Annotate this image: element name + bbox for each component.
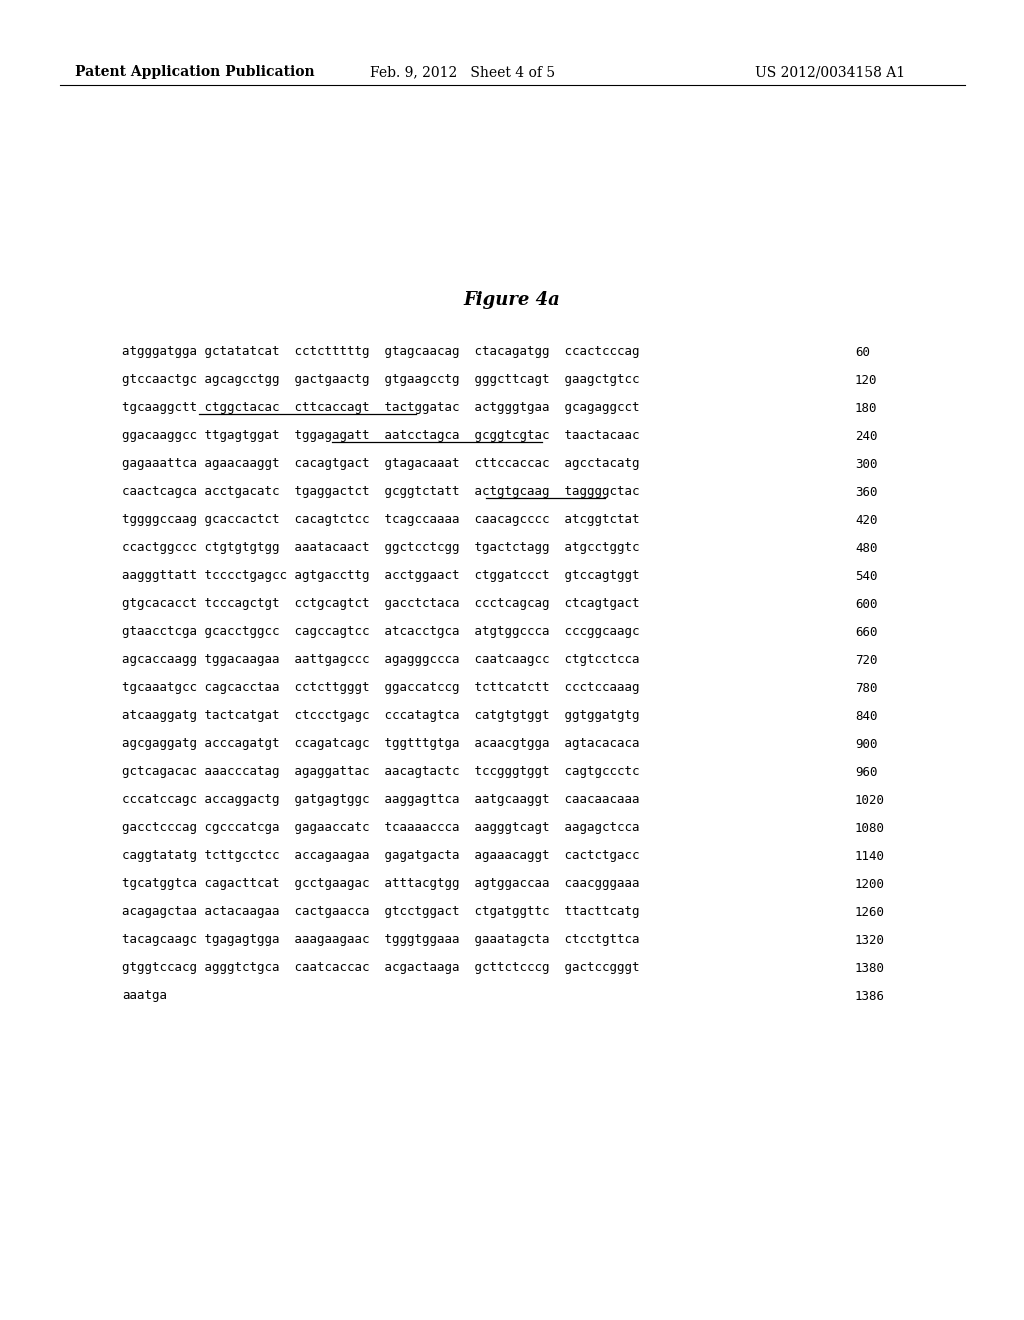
Text: gtgcacacct tcccagctgt  cctgcagtct  gacctctaca  ccctcagcag  ctcagtgact: gtgcacacct tcccagctgt cctgcagtct gacctct…: [122, 598, 640, 610]
Text: 120: 120: [855, 374, 878, 387]
Text: 900: 900: [855, 738, 878, 751]
Text: ggacaaggcc ttgagtggat  tggagagatt  aatcctagca  gcggtcgtac  taactacaac: ggacaaggcc ttgagtggat tggagagatt aatccta…: [122, 429, 640, 442]
Text: 1260: 1260: [855, 906, 885, 919]
Text: 480: 480: [855, 541, 878, 554]
Text: gctcagacac aaacccatag  agaggattac  aacagtactc  tccgggtggt  cagtgccctc: gctcagacac aaacccatag agaggattac aacagta…: [122, 766, 640, 779]
Text: atgggatgga gctatatcat  cctctttttg  gtagcaacag  ctacagatgg  ccactcccag: atgggatgga gctatatcat cctctttttg gtagcaa…: [122, 346, 640, 359]
Text: cccatccagc accaggactg  gatgagtggc  aaggagttca  aatgcaaggt  caacaacaaa: cccatccagc accaggactg gatgagtggc aaggagt…: [122, 793, 640, 807]
Text: tgcatggtca cagacttcat  gcctgaagac  atttacgtgg  agtggaccaa  caacgggaaa: tgcatggtca cagacttcat gcctgaagac atttacg…: [122, 878, 640, 891]
Text: 840: 840: [855, 710, 878, 722]
Text: aagggttatt tcccctgagcc agtgaccttg  acctggaact  ctggatccct  gtccagtggt: aagggttatt tcccctgagcc agtgaccttg acctgg…: [122, 569, 640, 582]
Text: agcaccaagg tggacaagaa  aattgagccc  agagggccca  caatcaagcc  ctgtcctcca: agcaccaagg tggacaagaa aattgagccc agagggc…: [122, 653, 640, 667]
Text: ccactggccc ctgtgtgtgg  aaatacaact  ggctcctcgg  tgactctagg  atgcctggtc: ccactggccc ctgtgtgtgg aaatacaact ggctcct…: [122, 541, 640, 554]
Text: tggggccaag gcaccactct  cacagtctcc  tcagccaaaa  caacagcccc  atcggtctat: tggggccaag gcaccactct cacagtctcc tcagcca…: [122, 513, 640, 527]
Text: gacctcccag cgcccatcga  gagaaccatc  tcaaaaccca  aagggtcagt  aagagctcca: gacctcccag cgcccatcga gagaaccatc tcaaaac…: [122, 821, 640, 834]
Text: 720: 720: [855, 653, 878, 667]
Text: gtccaactgc agcagcctgg  gactgaactg  gtgaagcctg  gggcttcagt  gaagctgtcc: gtccaactgc agcagcctgg gactgaactg gtgaagc…: [122, 374, 640, 387]
Text: 960: 960: [855, 766, 878, 779]
Text: 1140: 1140: [855, 850, 885, 862]
Text: agcgaggatg acccagatgt  ccagatcagc  tggtttgtga  acaacgtgga  agtacacaca: agcgaggatg acccagatgt ccagatcagc tggtttg…: [122, 738, 640, 751]
Text: 1080: 1080: [855, 821, 885, 834]
Text: gagaaattca agaacaaggt  cacagtgact  gtagacaaat  cttccaccac  agcctacatg: gagaaattca agaacaaggt cacagtgact gtagaca…: [122, 458, 640, 470]
Text: 180: 180: [855, 401, 878, 414]
Text: tgcaaatgcc cagcacctaa  cctcttgggt  ggaccatccg  tcttcatctt  ccctccaaag: tgcaaatgcc cagcacctaa cctcttgggt ggaccat…: [122, 681, 640, 694]
Text: 1020: 1020: [855, 793, 885, 807]
Text: 780: 780: [855, 681, 878, 694]
Text: 540: 540: [855, 569, 878, 582]
Text: 360: 360: [855, 486, 878, 499]
Text: caactcagca acctgacatc  tgaggactct  gcggtctatt  actgtgcaag  taggggctac: caactcagca acctgacatc tgaggactct gcggtct…: [122, 486, 640, 499]
Text: Patent Application Publication: Patent Application Publication: [75, 65, 314, 79]
Text: tgcaaggctt ctggctacac  cttcaccagt  tactggatac  actgggtgaa  gcagaggcct: tgcaaggctt ctggctacac cttcaccagt tactgga…: [122, 401, 640, 414]
Text: 1380: 1380: [855, 961, 885, 974]
Text: 420: 420: [855, 513, 878, 527]
Text: 240: 240: [855, 429, 878, 442]
Text: caggtatatg tcttgcctcc  accagaagaa  gagatgacta  agaaacaggt  cactctgacc: caggtatatg tcttgcctcc accagaagaa gagatga…: [122, 850, 640, 862]
Text: Feb. 9, 2012   Sheet 4 of 5: Feb. 9, 2012 Sheet 4 of 5: [370, 65, 555, 79]
Text: 300: 300: [855, 458, 878, 470]
Text: 1200: 1200: [855, 878, 885, 891]
Text: 60: 60: [855, 346, 870, 359]
Text: acagagctaa actacaagaa  cactgaacca  gtcctggact  ctgatggttc  ttacttcatg: acagagctaa actacaagaa cactgaacca gtcctgg…: [122, 906, 640, 919]
Text: US 2012/0034158 A1: US 2012/0034158 A1: [755, 65, 905, 79]
Text: 1320: 1320: [855, 933, 885, 946]
Text: Figure 4a: Figure 4a: [464, 290, 560, 309]
Text: gtggtccacg agggtctgca  caatcaccac  acgactaaga  gcttctcccg  gactccgggt: gtggtccacg agggtctgca caatcaccac acgacta…: [122, 961, 640, 974]
Text: aaatga: aaatga: [122, 990, 167, 1002]
Text: 600: 600: [855, 598, 878, 610]
Text: 1386: 1386: [855, 990, 885, 1002]
Text: tacagcaagc tgagagtgga  aaagaagaac  tgggtggaaa  gaaatagcta  ctcctgttca: tacagcaagc tgagagtgga aaagaagaac tgggtgg…: [122, 933, 640, 946]
Text: atcaaggatg tactcatgat  ctccctgagc  cccatagtca  catgtgtggt  ggtggatgtg: atcaaggatg tactcatgat ctccctgagc cccatag…: [122, 710, 640, 722]
Text: gtaacctcga gcacctggcc  cagccagtcc  atcacctgca  atgtggccca  cccggcaagc: gtaacctcga gcacctggcc cagccagtcc atcacct…: [122, 626, 640, 639]
Text: 660: 660: [855, 626, 878, 639]
